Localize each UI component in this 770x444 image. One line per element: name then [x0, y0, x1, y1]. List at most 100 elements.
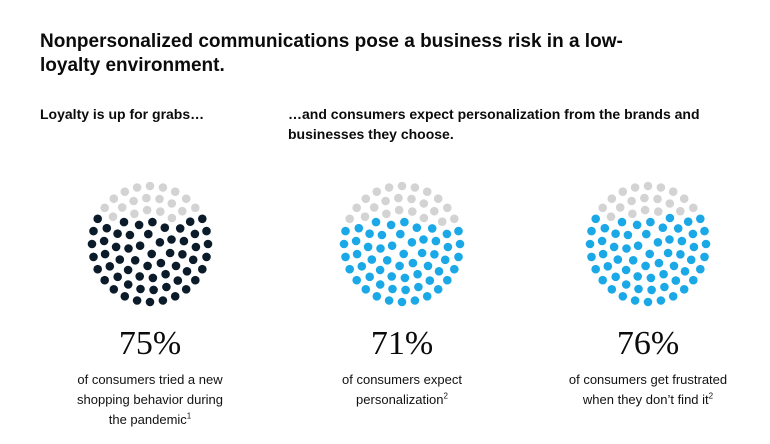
dot-filled: [365, 229, 374, 238]
dot-filled: [173, 276, 183, 285]
dot-filled: [643, 297, 653, 307]
dot-filled: [425, 276, 435, 285]
dot-filled: [155, 238, 165, 247]
dot-filled: [145, 297, 155, 307]
dot-filled: [384, 296, 394, 305]
dot-filled: [395, 261, 404, 271]
dot-filled: [679, 285, 689, 294]
dot-filled: [433, 285, 443, 294]
dot-filled: [148, 217, 157, 227]
dot-filled: [89, 252, 98, 262]
dot-filled: [190, 229, 200, 239]
dot-empty: [181, 194, 191, 203]
dot-filled: [628, 256, 638, 265]
dot-filled: [591, 264, 600, 274]
dot-filled: [431, 236, 441, 246]
dot-empty: [394, 205, 404, 215]
dot-filled: [399, 249, 408, 259]
caption-text: of consumers tried a new shopping behavi…: [77, 372, 223, 427]
dot-filled: [423, 261, 433, 271]
dot-empty: [689, 203, 698, 213]
dot-filled: [585, 239, 595, 249]
dot-filled: [647, 285, 656, 295]
dot-filled: [430, 250, 439, 259]
dot-filled: [633, 241, 643, 250]
dot-empty: [167, 199, 177, 208]
dot-empty: [100, 203, 109, 213]
caption: of consumers get frustrated when they do…: [558, 370, 738, 410]
dot-filled: [100, 249, 110, 259]
dot-filled: [109, 285, 119, 294]
dot-filled: [341, 252, 350, 262]
dot-empty: [419, 199, 429, 208]
dot-filled: [621, 265, 631, 275]
dot-empty: [178, 206, 187, 216]
dot-empty: [345, 214, 354, 224]
dot-filled: [134, 220, 144, 230]
dot-filled: [642, 229, 651, 239]
dot-empty: [155, 194, 164, 204]
dot-empty: [607, 194, 617, 203]
caption-text: of consumers expect personalization: [342, 372, 462, 407]
dot-filled: [688, 229, 698, 239]
dot-filled: [611, 229, 620, 238]
dot-filled: [179, 236, 189, 246]
dot-empty: [640, 205, 650, 215]
dot-filled: [443, 242, 453, 252]
dot-empty: [640, 193, 649, 203]
dot-filled: [339, 239, 349, 249]
dot-filled: [641, 261, 650, 271]
dot-filled: [663, 248, 673, 258]
dot-empty: [643, 181, 653, 191]
dot-filled: [136, 284, 145, 294]
dot-filled: [700, 252, 709, 262]
dot-filled: [665, 235, 674, 244]
dot-empty: [394, 193, 403, 203]
dot-empty: [676, 206, 685, 216]
dot-filled: [87, 239, 97, 249]
dot-filled: [135, 241, 145, 250]
dot-filled: [367, 255, 377, 264]
dot-empty: [109, 194, 119, 203]
dot-filled: [93, 214, 102, 224]
dot-filled: [352, 275, 361, 285]
dot-empty: [352, 203, 361, 213]
dot-empty: [372, 187, 382, 196]
dot-empty: [627, 196, 636, 206]
dot-filled: [618, 292, 628, 301]
dot-filled: [375, 280, 385, 289]
dot-empty: [615, 203, 625, 212]
dot-filled: [111, 242, 121, 252]
dot-filled: [422, 292, 432, 301]
dot-filled: [158, 296, 168, 305]
dot-filled: [161, 269, 170, 279]
dot-filled: [434, 267, 444, 276]
dot-filled: [100, 275, 109, 285]
dot-filled: [658, 223, 668, 232]
dot-filled: [372, 292, 382, 301]
dot-filled: [354, 223, 364, 233]
dot-filled: [454, 252, 463, 262]
dot-filled: [680, 267, 690, 276]
dot-empty: [130, 209, 139, 219]
dot-filled: [622, 244, 631, 253]
dot-filled: [182, 267, 192, 276]
dot-filled: [591, 214, 600, 224]
dot-filled: [407, 238, 417, 247]
dot-empty: [360, 212, 370, 221]
dot-filled: [377, 230, 387, 240]
footnote-marker: 2: [443, 391, 448, 401]
dot-filled: [102, 223, 112, 233]
dot-empty: [108, 212, 118, 221]
dot-filled: [345, 264, 354, 274]
dot-filled: [124, 244, 133, 253]
dot-empty: [437, 217, 447, 226]
dot-filled: [341, 226, 350, 236]
dot-filled: [202, 226, 211, 236]
dot-filled: [677, 236, 687, 246]
footnote-marker: 1: [186, 411, 192, 421]
dot-filled: [144, 229, 153, 239]
dot-filled: [419, 235, 428, 244]
dot-empty: [117, 203, 127, 212]
dot-filled: [632, 220, 642, 230]
